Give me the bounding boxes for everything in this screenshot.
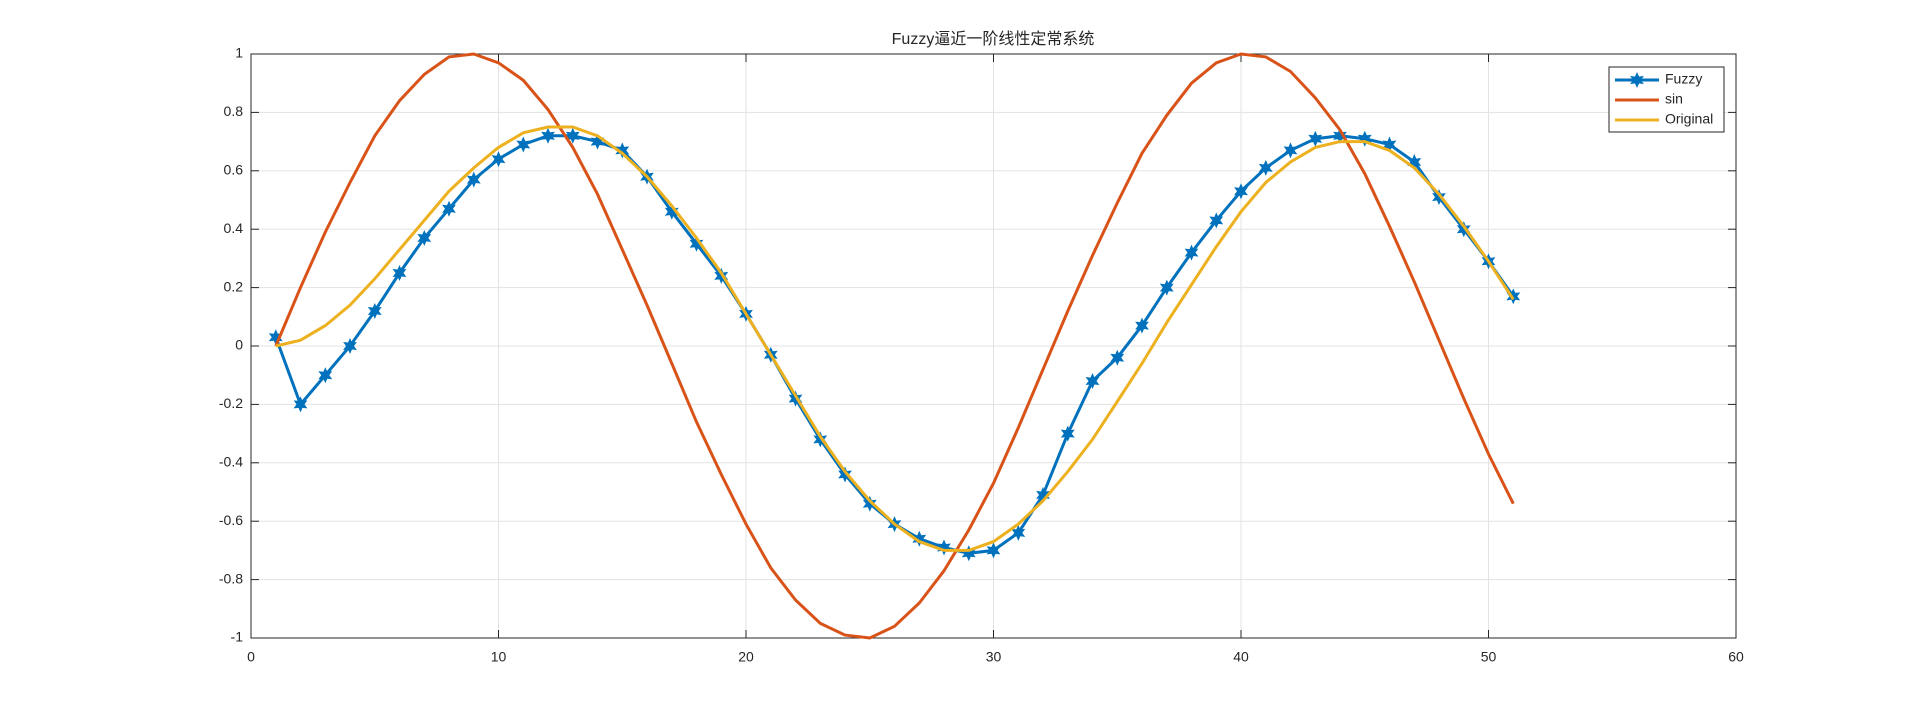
marker [1407,154,1422,170]
y-tick-label: -0.6 [219,512,243,528]
x-tick-label: 40 [1233,649,1249,665]
chart-title: Fuzzy逼近一阶线性定常系统 [892,30,1095,48]
marker [1110,349,1125,366]
marker [442,200,456,217]
marker [838,466,852,483]
marker [1308,130,1323,147]
marker [1060,425,1075,442]
legend-label: Fuzzy [1665,71,1702,87]
marker [1036,486,1050,503]
marker [986,542,1001,559]
marker [541,127,555,144]
x-tick-label: 60 [1728,649,1744,665]
y-tick-label: 1 [235,45,243,61]
x-tick-label: 30 [986,649,1002,665]
marker [268,329,283,346]
marker [1382,136,1397,153]
y-tick-label: -1 [231,629,244,645]
legend-marker [1630,72,1644,88]
y-tick-label: -0.2 [219,395,243,411]
marker [293,396,308,413]
marker [689,235,704,252]
y-tick-label: 0.8 [224,103,244,119]
marker [912,530,927,547]
marker [813,431,828,448]
marker [318,367,333,384]
marker [1506,288,1521,305]
marker [1258,159,1273,176]
marker [466,171,481,188]
y-tick-label: 0.4 [224,220,244,236]
y-tick-label: 0.2 [224,278,244,294]
marker [961,545,976,562]
marker [367,303,382,319]
marker [1283,142,1298,159]
y-tick-label: 0.6 [224,162,244,178]
marker [788,390,803,407]
marker [1357,130,1372,147]
marker [937,539,951,556]
marker [565,127,580,144]
x-tick-label: 0 [247,649,255,665]
legend-label: sin [1665,91,1683,107]
marker [862,495,877,512]
y-tick-label: -0.8 [219,570,243,586]
legend: Fuzzy sin Original [1608,66,1725,133]
marker [1209,212,1224,229]
marker [1085,373,1100,389]
marker [1011,524,1026,541]
marker [714,267,729,284]
marker [343,338,357,354]
marker [1159,279,1174,296]
series-line [275,125,1515,552]
y-tick-label: 0 [235,337,243,353]
marker [664,203,679,220]
axes-box [250,53,1737,639]
marker [417,230,432,246]
marker [516,136,531,153]
marker [1135,317,1149,334]
marker [590,133,605,150]
marker [615,142,630,159]
marker [1234,183,1248,200]
x-tick-label: 10 [491,649,507,665]
marker [1456,221,1471,238]
marker [491,151,506,168]
marker [1184,244,1199,261]
marker [392,265,407,281]
legend-label: Original [1665,111,1713,127]
y-tick-label: -0.4 [219,454,243,470]
marker [1333,127,1347,144]
x-tick-label: 50 [1481,649,1497,665]
x-tick-label: 20 [738,649,754,665]
series-line [274,52,1515,640]
marker [1432,189,1446,206]
